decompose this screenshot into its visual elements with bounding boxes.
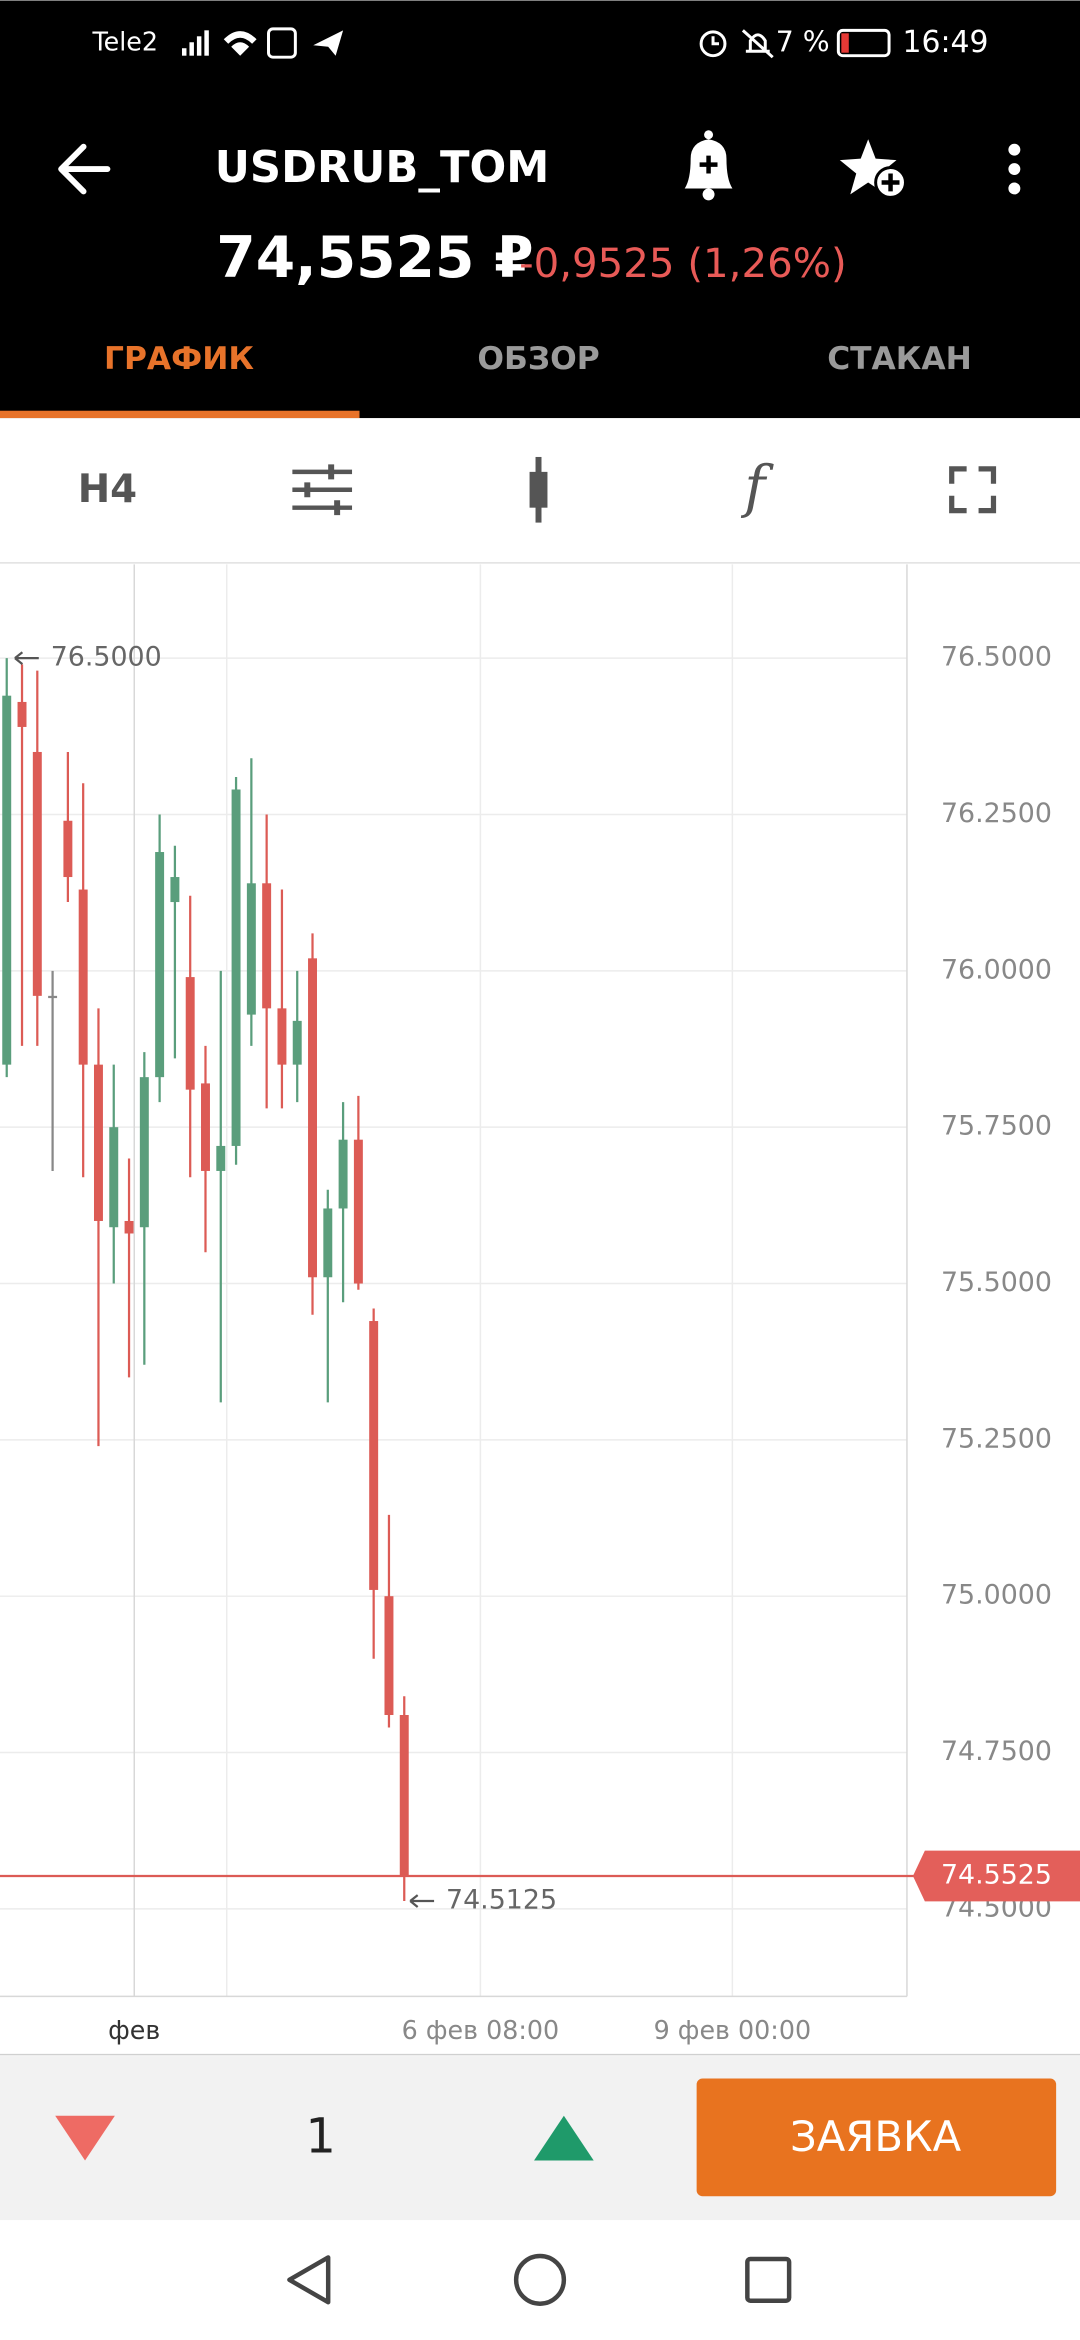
tab-indicator — [0, 410, 360, 419]
nav-bar — [0, 2220, 1080, 2340]
candle-body — [246, 883, 256, 1015]
candle-type-button[interactable] — [529, 456, 548, 523]
order-button[interactable] — [696, 2078, 1057, 2197]
low-marker-label: 74.5125 — [446, 1885, 557, 1916]
candle-body — [170, 877, 180, 903]
nav-recents[interactable] — [745, 2256, 792, 2303]
status-icons — [699, 28, 891, 59]
candle-body — [32, 751, 42, 996]
candle-body — [78, 889, 88, 1065]
y-tick-label: 75.7500 — [941, 1111, 1052, 1142]
candle-body — [308, 958, 317, 1278]
y-tick-label: 75.2500 — [941, 1423, 1052, 1454]
buy-button[interactable] — [534, 2115, 594, 2161]
battery-level: 7 % — [776, 26, 830, 59]
candle-body — [399, 1715, 409, 1877]
last-price-label: 74.5525 — [941, 1860, 1052, 1891]
settings-button[interactable] — [292, 464, 353, 516]
y-tick-label: 76.5000 — [941, 642, 1052, 673]
candle-body — [155, 852, 165, 1078]
back-button[interactable] — [58, 143, 111, 195]
candle-body — [48, 995, 58, 999]
menu-button[interactable] — [1008, 143, 1021, 195]
y-tick-label: 76.2500 — [941, 798, 1052, 829]
candle-body — [369, 1321, 379, 1590]
chart: 74.500074.750075.000075.250075.500075.75… — [0, 564, 1080, 2057]
chart-bg — [0, 564, 1080, 2057]
y-tick-label: 75.0000 — [941, 1580, 1052, 1611]
candle-body — [338, 1139, 348, 1209]
y-tick-label: 76.0000 — [941, 954, 1052, 985]
low-marker-arrow — [409, 1894, 435, 1908]
carrier: Tele2 — [91, 27, 158, 57]
candle-body — [185, 977, 195, 1090]
tab[interactable]: ОБЗОР — [477, 341, 599, 377]
candle-body — [323, 1208, 333, 1278]
fullscreen-button[interactable] — [949, 466, 997, 514]
y-tick-label: 75.5000 — [941, 1267, 1052, 1298]
candle-body — [139, 1077, 149, 1228]
nav-home[interactable] — [513, 2253, 567, 2306]
x-tick-label: 9 фев 00:00 — [654, 2015, 811, 2045]
candle-body — [216, 1145, 226, 1171]
candle-body — [262, 883, 272, 1009]
high-marker-arrow — [14, 651, 39, 666]
tab[interactable]: ГРАФИК — [104, 341, 254, 377]
candle-body — [292, 1020, 302, 1065]
quantity[interactable]: 1 — [306, 2110, 336, 2165]
timeframe-button[interactable]: H4 — [78, 467, 137, 512]
signal-icons — [181, 27, 344, 59]
tab[interactable]: СТАКАН — [827, 341, 972, 377]
last-price-badge — [912, 1850, 1080, 1902]
candle-body — [2, 695, 12, 1065]
nav-back[interactable] — [287, 2255, 331, 2305]
header-bg — [0, 0, 1080, 419]
order-button-label[interactable]: ЗАЯВКА — [790, 2112, 962, 2161]
candle-body — [231, 789, 241, 1146]
favorite-button[interactable] — [839, 139, 907, 199]
high-marker-label: 76.5000 — [51, 642, 162, 673]
clock: 16:49 — [902, 25, 988, 60]
candle-body — [93, 1064, 103, 1221]
symbol: USDRUB_TOM — [215, 143, 550, 193]
candle-body — [201, 1083, 210, 1171]
candle-body — [17, 701, 27, 727]
candle-body — [109, 1127, 119, 1228]
alert-button[interactable] — [684, 130, 733, 201]
price-change: -0,9525 (1,26%) — [519, 241, 847, 287]
sell-button[interactable] — [55, 2115, 115, 2161]
x-tick-label: фев — [108, 2015, 160, 2045]
x-tick-label: 6 фев 08:00 — [402, 2015, 559, 2045]
price: 74,5525 ₽ — [216, 225, 533, 291]
candle-body — [124, 1220, 134, 1234]
candle-body — [353, 1139, 363, 1284]
candle-body — [384, 1596, 394, 1716]
candle-body — [63, 820, 73, 878]
candle-body — [277, 1008, 287, 1065]
y-tick-label: 74.7500 — [941, 1736, 1052, 1767]
